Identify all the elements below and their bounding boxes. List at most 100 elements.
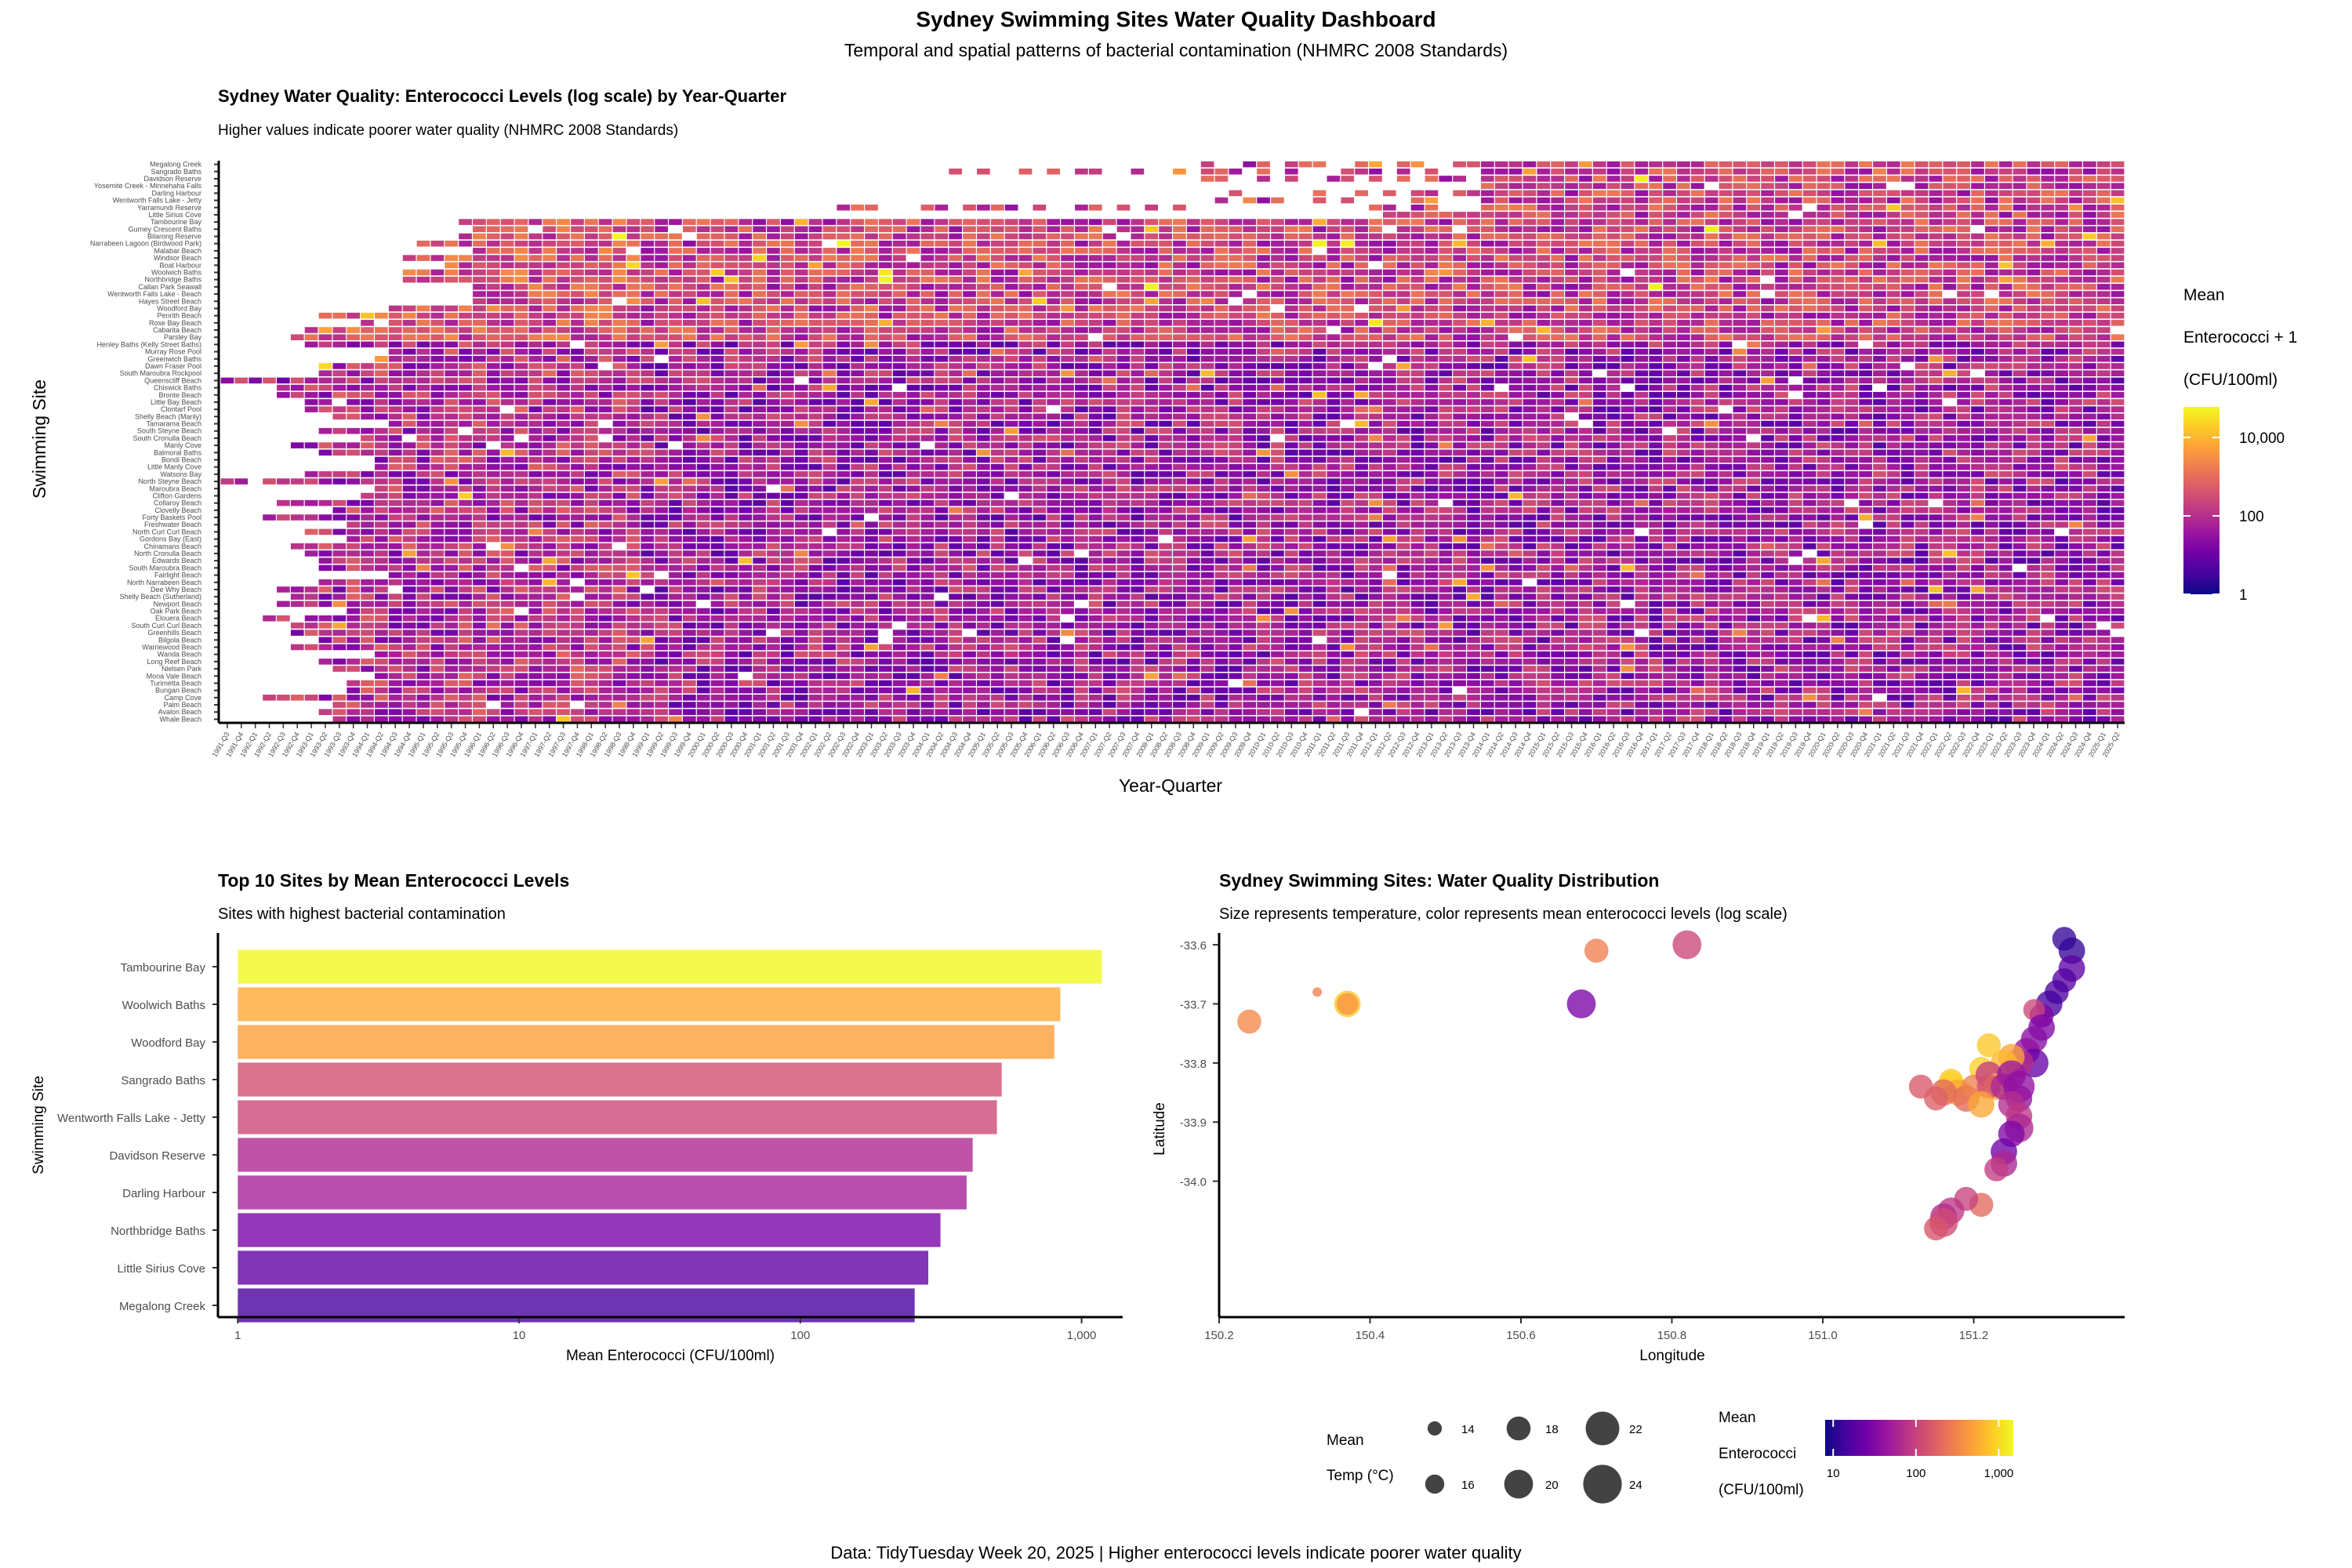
- heatmap-cell: [1453, 190, 1466, 197]
- heatmap-cell: [1200, 456, 1214, 463]
- heatmap-cell: [1873, 226, 1886, 233]
- heatmap-cell: [1873, 456, 1886, 463]
- heatmap-cell: [724, 320, 739, 326]
- heatmap-cell: [1831, 442, 1845, 448]
- heatmap-cell: [1033, 219, 1047, 225]
- heatmap-cell: [1592, 291, 1606, 297]
- heatmap-cell: [1690, 442, 1704, 448]
- heatmap-cell: [906, 442, 920, 448]
- heatmap-cell: [388, 435, 402, 441]
- heatmap-cell: [1900, 291, 1915, 297]
- heatmap-cell: [1886, 427, 1900, 434]
- heatmap-cell: [332, 377, 347, 384]
- heatmap-cell: [1481, 204, 1494, 211]
- heatmap-cell: [1635, 363, 1649, 369]
- heatmap-cell: [1018, 384, 1033, 391]
- heatmap-cell: [767, 341, 780, 348]
- heatmap-cell: [1886, 391, 1900, 398]
- heatmap-cell: [500, 320, 514, 326]
- heatmap-cell: [2083, 399, 2096, 405]
- heatmap-cell: [1467, 219, 1480, 225]
- heatmap-cell: [1817, 377, 1831, 384]
- heatmap-cell: [1102, 442, 1116, 448]
- heatmap-cell: [1929, 413, 1943, 420]
- heatmap-cell: [1004, 298, 1018, 305]
- heatmap-cell: [1298, 384, 1312, 391]
- heatmap-cell: [1523, 262, 1537, 269]
- heatmap-cell: [2096, 435, 2111, 441]
- heatmap-cell: [1088, 406, 1102, 412]
- heatmap-cell: [500, 442, 514, 448]
- heatmap-cell: [2041, 363, 2055, 369]
- heatmap-cell: [1788, 471, 1802, 477]
- heatmap-cell: [1565, 449, 1578, 456]
- heatmap-cell: [626, 406, 641, 412]
- heatmap-cell: [2111, 384, 2125, 391]
- heatmap-cell: [781, 284, 794, 290]
- heatmap-cell: [1229, 355, 1243, 362]
- heatmap-cell: [1453, 355, 1466, 362]
- heatmap-cell: [1355, 391, 1368, 398]
- heatmap-cell: [1102, 355, 1116, 362]
- heatmap-cell: [2055, 255, 2068, 261]
- heatmap-cell: [1606, 233, 1621, 240]
- heatmap-cell: [1900, 197, 1915, 204]
- heatmap-cell: [906, 384, 920, 391]
- heatmap-cell: [2096, 406, 2111, 412]
- heatmap-cell: [402, 334, 416, 341]
- heatmap-cell: [696, 348, 710, 355]
- heatmap-cell: [1159, 269, 1172, 276]
- heatmap-cell: [1690, 240, 1704, 247]
- heatmap-cell: [1061, 399, 1074, 405]
- heatmap-cell: [1508, 348, 1523, 355]
- heatmap-cell: [1369, 334, 1382, 341]
- heatmap-cell: [892, 478, 906, 485]
- heatmap-cell: [837, 276, 851, 283]
- heatmap-cell: [514, 471, 528, 477]
- heatmap-cell: [1677, 471, 1690, 477]
- heatmap-cell: [1690, 413, 1704, 420]
- heatmap-cell: [682, 312, 696, 319]
- heatmap-cell: [2069, 291, 2082, 297]
- heatmap-cell: [1481, 233, 1494, 240]
- heatmap-cell: [1284, 384, 1298, 391]
- heatmap-cell: [1075, 233, 1088, 240]
- heatmap-cell: [1886, 456, 1900, 463]
- heatmap-cell: [1929, 442, 1943, 448]
- heatmap-cell: [1186, 391, 1200, 398]
- heatmap-cell: [445, 348, 459, 355]
- heatmap-cell: [571, 348, 584, 355]
- heatmap-cell: [1159, 442, 1172, 448]
- heatmap-cell: [1690, 427, 1704, 434]
- heatmap-cell: [1004, 456, 1018, 463]
- heatmap-cell: [1929, 298, 1943, 305]
- heatmap-cell: [347, 471, 360, 477]
- heatmap-cell: [1579, 161, 1592, 168]
- heatmap-cell: [1873, 219, 1886, 225]
- heatmap-cell: [514, 449, 528, 456]
- heatmap-cell: [1873, 442, 1886, 448]
- heatmap-cell: [1761, 442, 1774, 448]
- heatmap-cell: [1929, 348, 1943, 355]
- heatmap-cell: [2069, 212, 2082, 218]
- heatmap-cell: [851, 233, 864, 240]
- heatmap-cell: [1802, 341, 1817, 348]
- heatmap-cell: [1719, 463, 1733, 470]
- heatmap-cell: [500, 384, 514, 391]
- heatmap-cell: [1719, 413, 1733, 420]
- heatmap-cell: [1677, 219, 1690, 225]
- heatmap-cell: [1298, 276, 1312, 283]
- heatmap-cell: [1075, 348, 1088, 355]
- heatmap-cell: [808, 420, 822, 427]
- heatmap-cell: [1116, 320, 1131, 326]
- heatmap-cell: [1410, 284, 1425, 290]
- heatmap-cell: [1341, 276, 1355, 283]
- heatmap-cell: [2069, 427, 2082, 434]
- heatmap-cell: [1592, 391, 1606, 398]
- heatmap-cell: [2013, 233, 2027, 240]
- heatmap-cell: [1761, 226, 1774, 233]
- heatmap-cell: [1873, 348, 1886, 355]
- heatmap-cell: [1606, 420, 1621, 427]
- heatmap-cell: [1621, 276, 1635, 283]
- heatmap-cell: [1929, 456, 1943, 463]
